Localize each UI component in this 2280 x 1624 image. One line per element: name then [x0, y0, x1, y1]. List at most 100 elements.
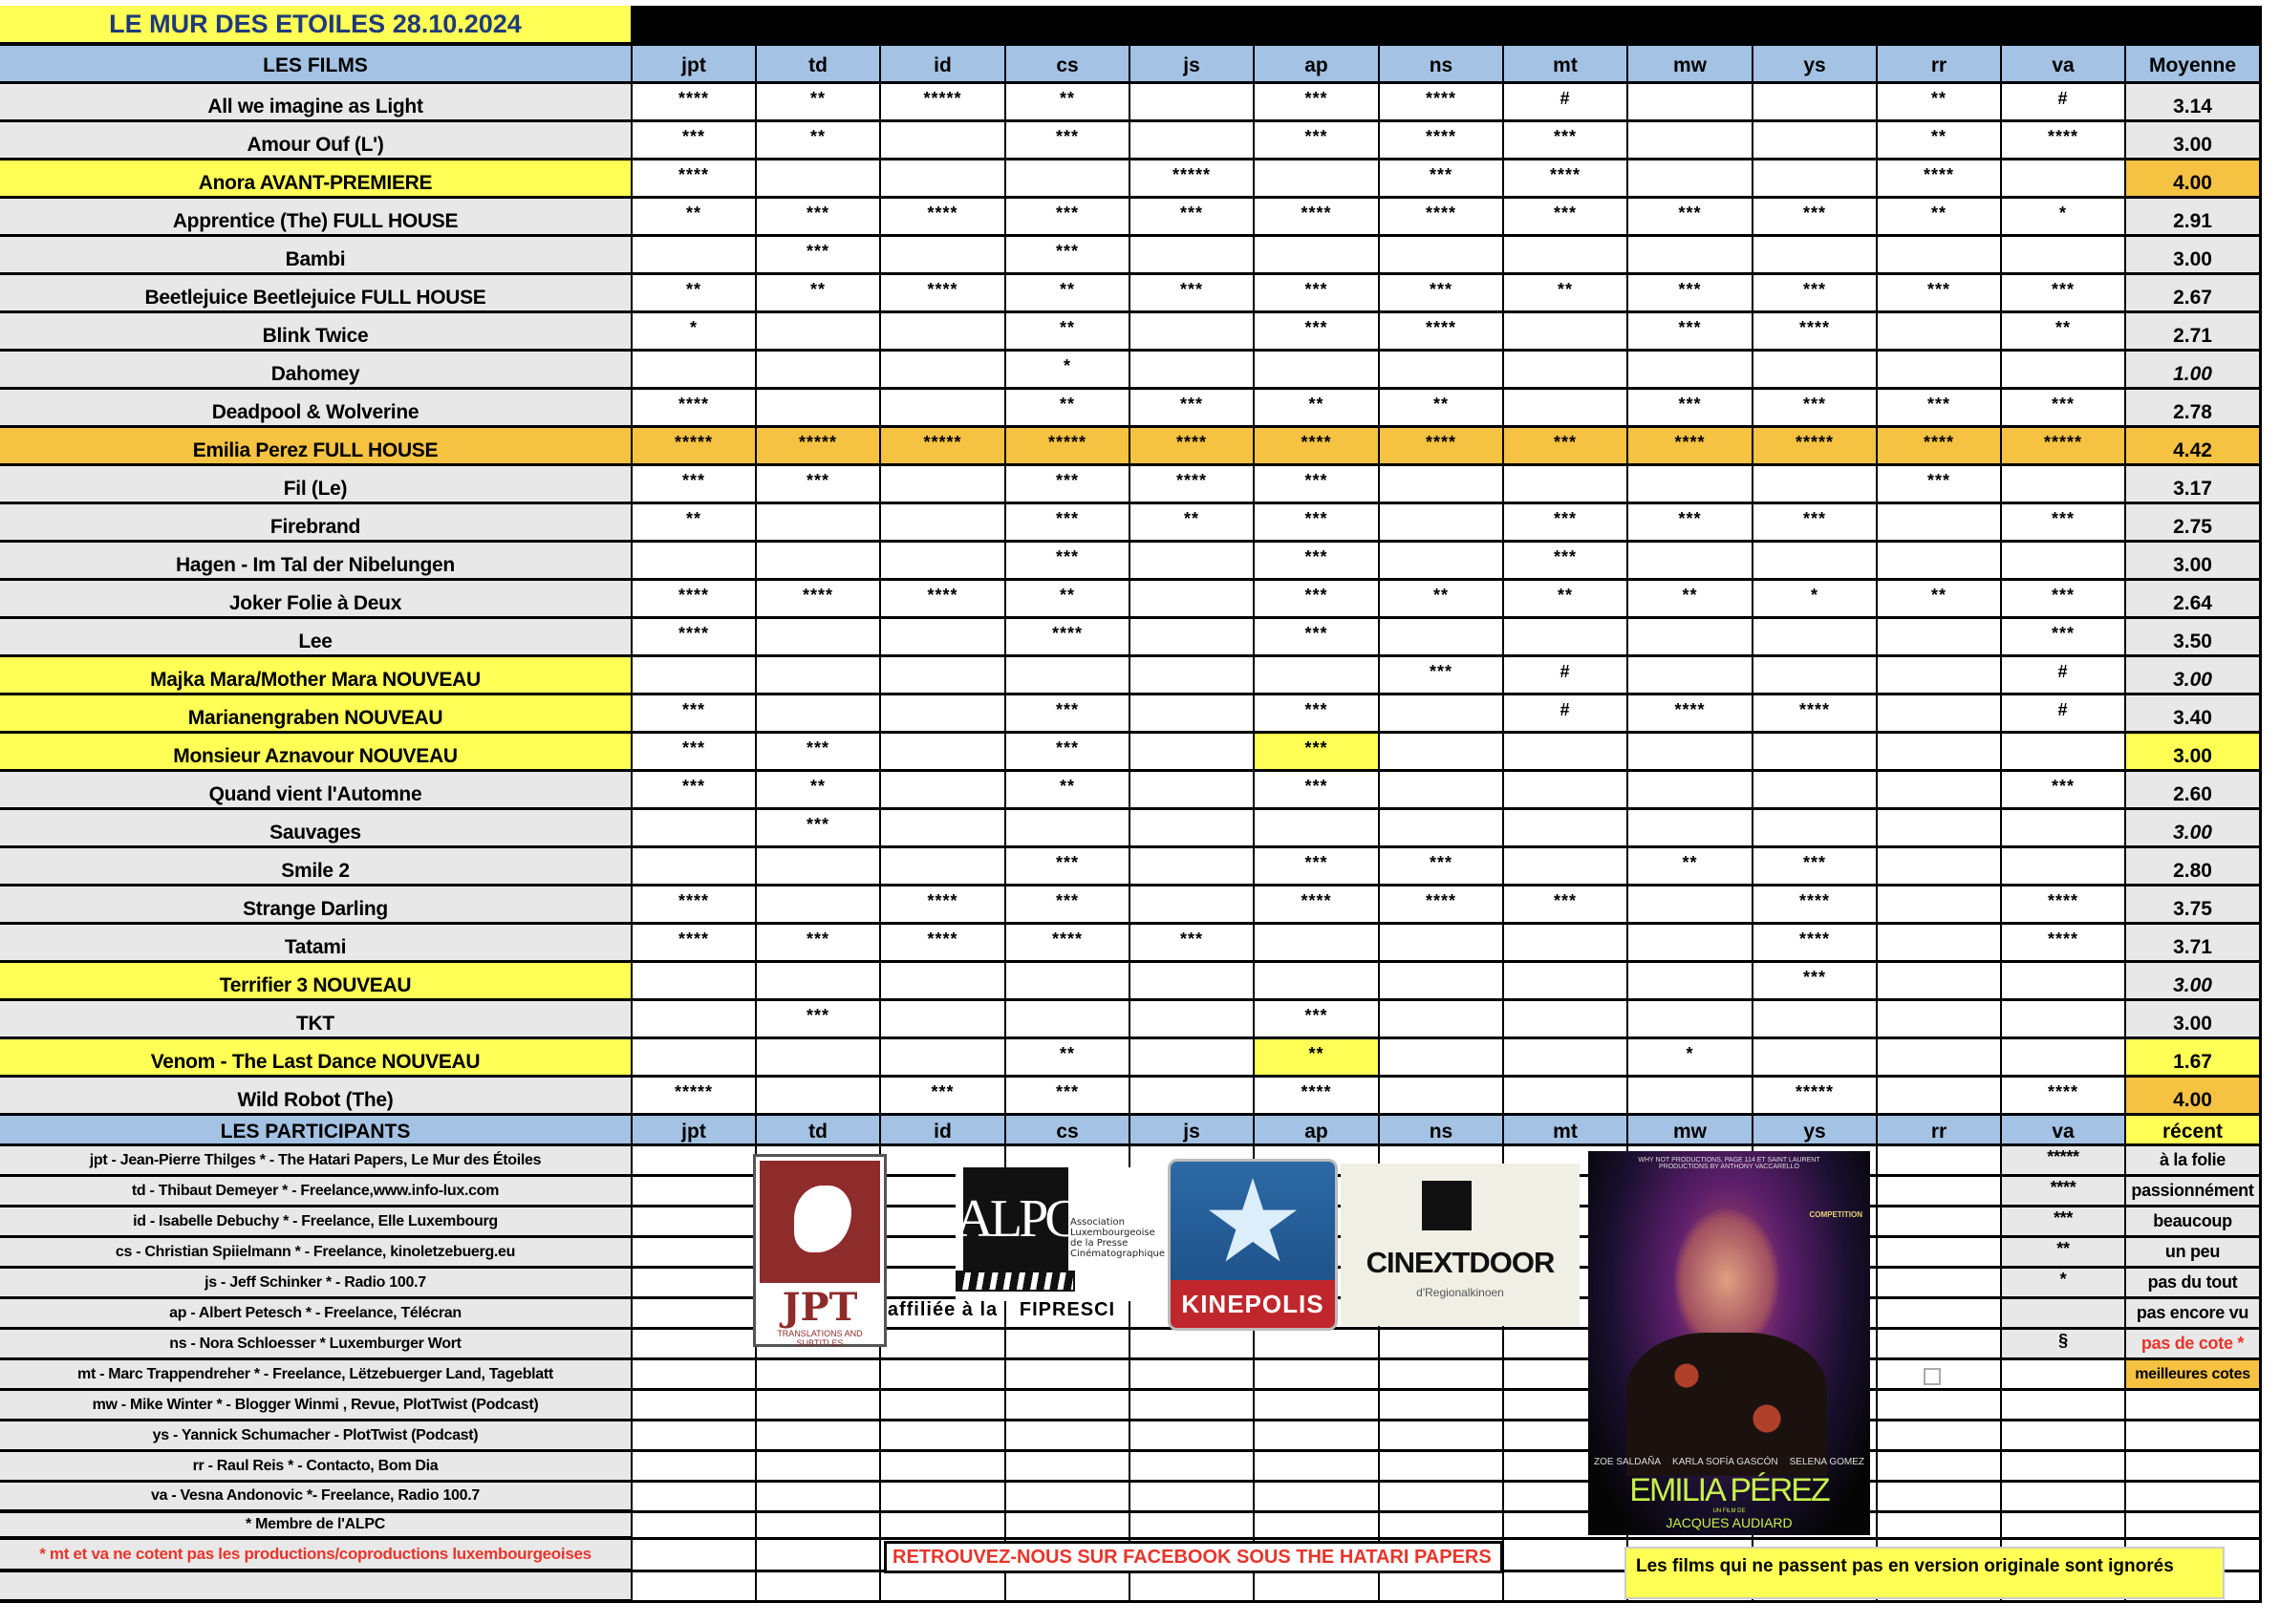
rating-cell[interactable]	[1380, 1039, 1504, 1078]
critic-header-ns[interactable]: ns	[1380, 46, 1504, 84]
rating-cell[interactable]	[2002, 466, 2126, 504]
rating-cell[interactable]	[757, 695, 881, 734]
rating-cell[interactable]	[1753, 772, 1878, 810]
film-name[interactable]: Apprentice (The) FULL HOUSE	[0, 199, 633, 237]
film-name[interactable]: All we imagine as Light	[0, 84, 633, 122]
rating-cell[interactable]	[881, 810, 1006, 848]
rating-cell[interactable]	[2002, 1001, 2126, 1039]
rating-cell[interactable]	[1628, 619, 1753, 657]
rating-cell[interactable]	[1504, 925, 1628, 963]
rating-cell[interactable]	[2002, 963, 2126, 1001]
rating-cell[interactable]	[1878, 848, 2002, 887]
rating-cell[interactable]: ****	[881, 887, 1006, 925]
rating-cell[interactable]	[1878, 313, 2002, 352]
rating-cell[interactable]: *****	[633, 428, 757, 466]
rating-cell[interactable]	[1753, 734, 1878, 772]
rating-cell[interactable]	[633, 810, 757, 848]
film-name[interactable]: Lee	[0, 619, 633, 657]
rating-cell[interactable]: ***	[1255, 275, 1380, 313]
rating-cell[interactable]: *****	[757, 428, 881, 466]
rating-cell[interactable]	[1753, 619, 1878, 657]
rating-cell[interactable]: ***	[633, 695, 757, 734]
rating-cell[interactable]: ***	[1753, 963, 1878, 1001]
rating-cell[interactable]: **	[1504, 581, 1628, 619]
rating-cell[interactable]: ****	[1130, 466, 1255, 504]
rating-cell[interactable]	[1504, 352, 1628, 390]
rating-cell[interactable]	[881, 1001, 1006, 1039]
rating-cell[interactable]: **	[1130, 504, 1255, 543]
rating-cell[interactable]: ***	[1006, 695, 1130, 734]
film-name[interactable]: Beetlejuice Beetlejuice FULL HOUSE	[0, 275, 633, 313]
film-name[interactable]: Tatami	[0, 925, 633, 963]
film-name[interactable]: Majka Mara/Mother Mara NOUVEAU	[0, 657, 633, 695]
rating-cell[interactable]	[1878, 734, 2002, 772]
rating-cell[interactable]: ***	[1255, 772, 1380, 810]
rating-cell[interactable]	[2002, 160, 2126, 199]
rating-cell[interactable]	[881, 1039, 1006, 1078]
critic-header-ap[interactable]: ap	[1255, 46, 1380, 84]
rating-cell[interactable]: ****	[1753, 925, 1878, 963]
rating-cell[interactable]: ***	[757, 734, 881, 772]
rating-cell[interactable]: ****	[1753, 695, 1878, 734]
critic-header-cs[interactable]: cs	[1006, 46, 1130, 84]
rating-cell[interactable]: **	[757, 772, 881, 810]
rating-cell[interactable]: **	[633, 199, 757, 237]
rating-cell[interactable]	[1753, 543, 1878, 581]
rating-cell[interactable]: **	[1255, 1039, 1380, 1078]
rating-cell[interactable]: ***	[1255, 695, 1380, 734]
rating-cell[interactable]	[2002, 810, 2126, 848]
rating-cell[interactable]	[1255, 352, 1380, 390]
rating-cell[interactable]: *****	[881, 428, 1006, 466]
rating-cell[interactable]	[1255, 237, 1380, 275]
rating-cell[interactable]	[1130, 772, 1255, 810]
rating-cell[interactable]	[633, 848, 757, 887]
film-name[interactable]: Emilia Perez FULL HOUSE	[0, 428, 633, 466]
rating-cell[interactable]: **	[1878, 199, 2002, 237]
film-name[interactable]: Dahomey	[0, 352, 633, 390]
rating-cell[interactable]	[1380, 352, 1504, 390]
rating-cell[interactable]: ****	[633, 925, 757, 963]
rating-cell[interactable]: **	[1006, 772, 1130, 810]
rating-cell[interactable]	[1255, 925, 1380, 963]
rating-cell[interactable]	[2002, 1039, 2126, 1078]
rating-cell[interactable]: ****	[633, 160, 757, 199]
rating-cell[interactable]	[881, 657, 1006, 695]
critic-header-rr[interactable]: rr	[1878, 46, 2002, 84]
rating-cell[interactable]: ***	[633, 734, 757, 772]
rating-cell[interactable]	[1878, 810, 2002, 848]
rating-cell[interactable]: ***	[1628, 504, 1753, 543]
rating-cell[interactable]: ***	[2002, 275, 2126, 313]
rating-cell[interactable]: #	[2002, 695, 2126, 734]
rating-cell[interactable]	[1380, 237, 1504, 275]
rating-cell[interactable]: **	[1255, 390, 1380, 428]
rating-cell[interactable]: **	[1878, 84, 2002, 122]
rating-cell[interactable]: ****	[1380, 122, 1504, 160]
rating-cell[interactable]	[1504, 1001, 1628, 1039]
rating-cell[interactable]	[1006, 160, 1130, 199]
rating-cell[interactable]	[1380, 619, 1504, 657]
rating-cell[interactable]	[1628, 887, 1753, 925]
rating-cell[interactable]	[1753, 466, 1878, 504]
rating-cell[interactable]: **	[1380, 390, 1504, 428]
rating-cell[interactable]	[1628, 160, 1753, 199]
rating-cell[interactable]	[1130, 1039, 1255, 1078]
rating-cell[interactable]: *	[1753, 581, 1878, 619]
rating-cell[interactable]	[1878, 887, 2002, 925]
rating-cell[interactable]: ****	[757, 581, 881, 619]
rating-cell[interactable]: *	[2002, 199, 2126, 237]
film-name[interactable]: Smile 2	[0, 848, 633, 887]
rating-cell[interactable]: #	[2002, 657, 2126, 695]
rating-cell[interactable]: ***	[1255, 543, 1380, 581]
rating-cell[interactable]	[1504, 772, 1628, 810]
rating-cell[interactable]	[1878, 1078, 2002, 1116]
rating-cell[interactable]	[1753, 122, 1878, 160]
film-name[interactable]: Strange Darling	[0, 887, 633, 925]
rating-cell[interactable]	[757, 160, 881, 199]
rating-cell[interactable]: ***	[881, 1078, 1006, 1116]
rating-cell[interactable]: ***	[1006, 237, 1130, 275]
rating-cell[interactable]: ***	[1380, 848, 1504, 887]
rating-cell[interactable]	[1006, 963, 1130, 1001]
rating-cell[interactable]: ****	[633, 84, 757, 122]
rating-cell[interactable]	[1628, 84, 1753, 122]
rating-cell[interactable]: *****	[1753, 428, 1878, 466]
